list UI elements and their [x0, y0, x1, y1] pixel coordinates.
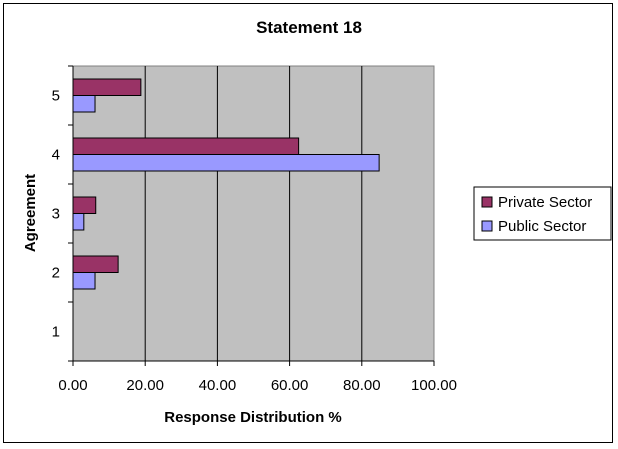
x-tick-label-5: 100.00: [411, 377, 457, 394]
bar-private-5: [72, 78, 142, 96]
legend-label-public-sector: Public Sector: [498, 218, 586, 235]
bars: [72, 78, 380, 290]
y-tick-label-4: 4: [52, 147, 60, 164]
bar-private-3: [72, 196, 97, 214]
bar-public-4: [72, 154, 380, 172]
legend-swatch-public-sector: [481, 220, 493, 232]
bar-private-4: [72, 137, 300, 155]
y-tick-label-3: 3: [52, 206, 60, 223]
legend-label-private-sector: Private Sector: [498, 194, 592, 211]
y-tick-label-2: 2: [52, 265, 60, 282]
x-tick-label-0: 0.00: [58, 377, 87, 394]
legend-box: [473, 186, 612, 241]
grid-lines: [144, 66, 363, 361]
bar-public-3: [72, 213, 85, 231]
bar-public-2: [72, 272, 96, 290]
y-tick-label-5: 5: [52, 88, 60, 105]
x-axis-title: Response Distribution %: [164, 409, 342, 426]
chart-title: Statement 18: [256, 18, 362, 37]
x-tick-label-3: 60.00: [271, 377, 309, 394]
y-axis-title: Agreement: [22, 174, 39, 252]
x-tick-label-4: 80.00: [343, 377, 381, 394]
bar-public-5: [72, 95, 96, 113]
legend: Private Sector Public Sector: [473, 186, 612, 241]
y-axis: 1 2 3 4 5: [52, 65, 74, 362]
y-tick-label-1: 1: [52, 324, 60, 341]
plot-area: [72, 65, 435, 362]
x-axis: 0.00 20.00 40.00 60.00 80.00 100.00: [58, 360, 457, 394]
x-tick-label-1: 20.00: [126, 377, 164, 394]
legend-swatch-private-sector: [481, 196, 493, 208]
bar-private-2: [72, 255, 119, 273]
x-tick-label-2: 40.00: [199, 377, 237, 394]
